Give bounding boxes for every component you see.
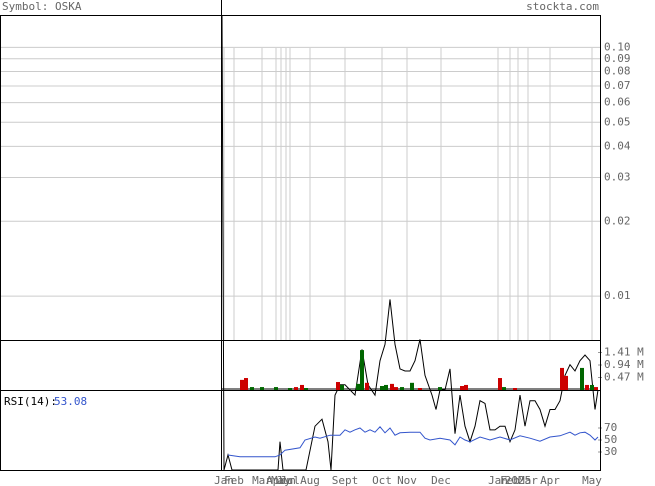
line <box>227 426 599 458</box>
volume-bar <box>300 384 304 390</box>
volume-bar <box>564 375 568 390</box>
y-tick-label: 0.02 <box>604 214 631 227</box>
x-tick-label: Jun <box>276 474 296 486</box>
x-tick-label: Apr <box>266 474 286 486</box>
y-tick-label: 0.10 <box>604 40 631 53</box>
grid <box>0 46 602 453</box>
volume-bar <box>464 384 468 390</box>
volume-bar <box>394 387 398 390</box>
x-tick-label: 2025 <box>505 474 532 486</box>
volume-bar <box>304 388 308 390</box>
volume-bar <box>365 382 369 390</box>
volume-bar <box>340 384 344 390</box>
volume-bar <box>288 388 292 390</box>
y-tick-label: 30 <box>604 445 617 458</box>
x-tick-label: Feb <box>224 474 244 486</box>
y-tick-label: 0.04 <box>604 139 631 152</box>
y-tick-label: 0.09 <box>604 52 631 65</box>
volume-bar <box>418 388 422 390</box>
site: stockta.com <box>526 0 599 13</box>
y-tick-label: 0.94 M <box>604 358 644 371</box>
y-tick-label: 50 <box>604 433 617 446</box>
volume-bar <box>240 379 244 390</box>
volume-bar <box>360 350 364 390</box>
x-tick-label: Sept <box>332 474 359 486</box>
x-tick-label: Jul <box>280 474 300 486</box>
y-tick-label: 0.47 M <box>604 371 644 384</box>
volume-bar <box>502 387 506 390</box>
x-tick-label: Mar <box>252 474 272 486</box>
volume-bar <box>274 387 278 390</box>
y-tick-label: 70 <box>604 421 617 434</box>
y-tick-label: 0.07 <box>604 79 631 92</box>
volume-bar <box>384 384 388 390</box>
volume-bar <box>390 383 394 390</box>
x-tick-label: Mar <box>518 474 538 486</box>
volume-bar <box>438 387 442 390</box>
volume-bar <box>585 384 589 390</box>
volume-bar <box>580 367 584 390</box>
volume-bar <box>336 382 340 390</box>
x-tick-label: Jan <box>214 474 234 486</box>
volume-bar <box>513 388 517 390</box>
y-tick-label: 0.08 <box>604 65 631 78</box>
x-tick-label: Aug <box>300 474 320 486</box>
volume-bar <box>498 378 502 390</box>
volume-bar <box>460 386 464 390</box>
volume-bar <box>590 384 594 390</box>
y-tick-label: 0.06 <box>604 96 631 109</box>
rsi-label: RSI(14): <box>4 395 57 408</box>
volume-bar <box>410 382 414 390</box>
volume-bar <box>380 386 384 390</box>
y-tick-label: 1.41 M <box>604 346 644 359</box>
volume-bar <box>400 387 404 390</box>
x-tick-label: Apr <box>540 474 560 486</box>
y-tick-label: 0.03 <box>604 170 631 183</box>
y-tick-label: 0.01 <box>604 289 631 302</box>
y-tick-label: 0.05 <box>604 115 631 128</box>
volume-bar <box>260 387 264 390</box>
marks <box>221 14 599 471</box>
x-tick-label: Jan <box>488 474 508 486</box>
volume-bar <box>294 387 298 390</box>
x-tick-label: Oct <box>372 474 392 486</box>
x-tick-label: May <box>582 474 602 486</box>
x-tick-label: Nov <box>397 474 417 486</box>
volume-bar <box>250 387 254 390</box>
symbol: Symbol: OSKA <box>2 0 82 13</box>
x-tick-label: May <box>271 474 291 486</box>
volume-bar <box>560 367 564 390</box>
rsi-current: 53.08 <box>54 395 87 408</box>
volume-bar <box>594 387 598 390</box>
x-tick-label: Feb <box>500 474 520 486</box>
x-tick-label: Dec <box>431 474 451 486</box>
volume-bar <box>356 383 360 390</box>
volume-bar <box>244 378 248 390</box>
